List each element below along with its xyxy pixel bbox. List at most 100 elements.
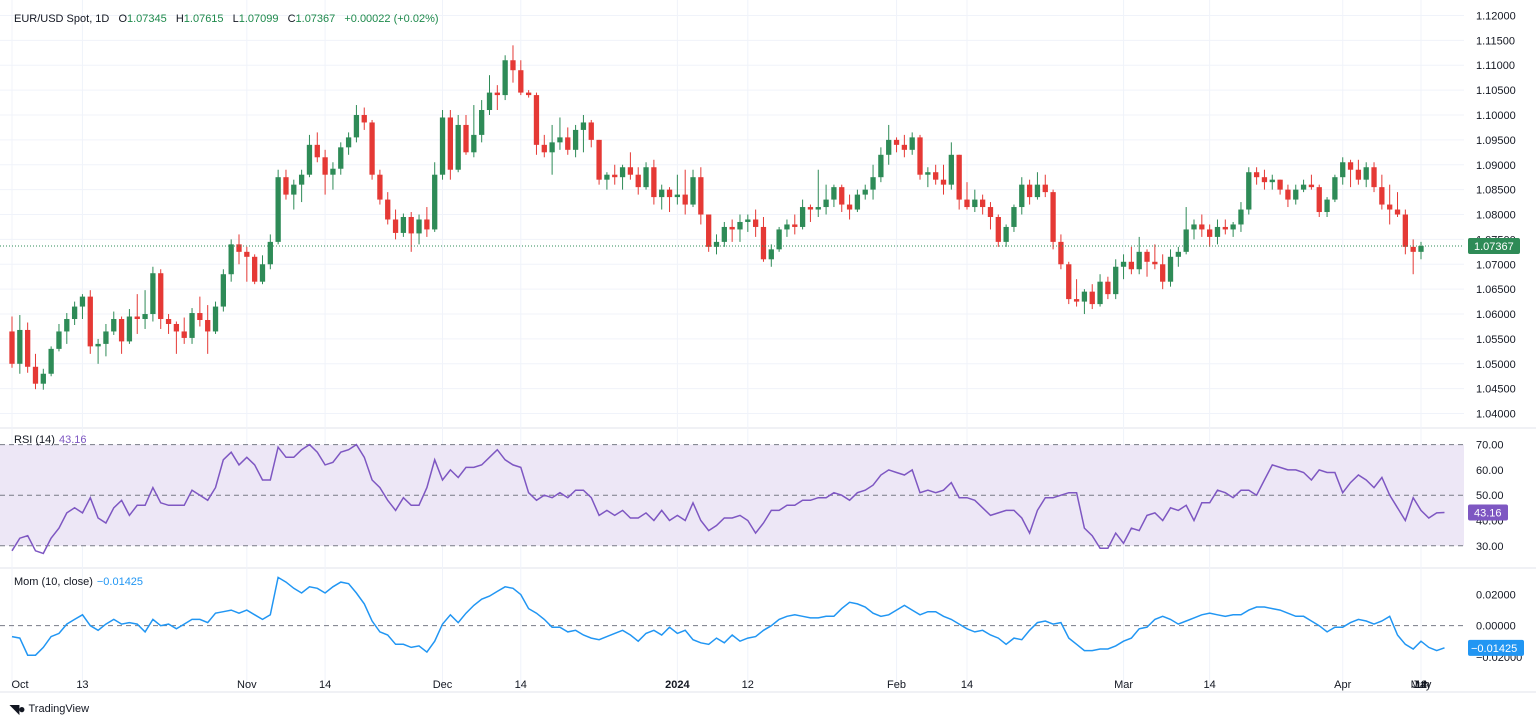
candle-body	[1246, 172, 1252, 210]
candle-body	[1081, 291, 1088, 302]
candle-body	[1003, 226, 1009, 242]
candle-body	[565, 137, 571, 150]
candle-body	[71, 306, 78, 320]
price-tick-label: 1.12000	[1476, 10, 1516, 22]
candle-body	[1144, 251, 1150, 262]
rsi-value: 43.16	[58, 434, 87, 446]
candle-body	[1160, 264, 1166, 282]
last-price-badge	[1468, 238, 1520, 255]
mom-last-badge	[1468, 639, 1524, 656]
candle-body	[103, 331, 109, 344]
candle-body	[463, 124, 469, 153]
candle-body	[118, 319, 125, 342]
price-tick-label: 1.05500	[1476, 334, 1516, 346]
candle-body	[17, 329, 23, 364]
candle-body	[1293, 189, 1299, 200]
candle-body	[846, 204, 853, 210]
candle-body	[995, 217, 1001, 242]
candle-body	[252, 256, 258, 282]
high-label: H	[175, 13, 184, 25]
candle-body	[713, 241, 720, 247]
candle-body	[588, 122, 594, 140]
time-tick-label: May	[1411, 679, 1432, 691]
candle-body	[283, 177, 289, 195]
candle-body	[369, 122, 375, 175]
candle-body	[721, 226, 727, 242]
price-tick-label: 1.10500	[1476, 85, 1516, 97]
candle-body	[643, 167, 649, 188]
candle-body	[338, 147, 344, 169]
candle-body	[377, 174, 383, 200]
candle-body	[612, 174, 618, 178]
candle-body	[1167, 256, 1174, 282]
candle-body	[1113, 266, 1119, 295]
candle-body	[40, 373, 46, 384]
candle-body	[1277, 179, 1283, 190]
candle-body	[823, 199, 829, 208]
rsi-tick-label: 60.00	[1476, 465, 1504, 477]
brand-label: TradingView	[28, 703, 90, 715]
candle-body	[651, 167, 657, 198]
candle-body	[1066, 264, 1072, 300]
candle-body	[956, 154, 962, 200]
time-tick-label: 13	[76, 679, 88, 691]
price-tick-label: 1.11000	[1476, 60, 1515, 72]
price-tick-label: 1.04500	[1476, 384, 1516, 396]
candle-body	[979, 199, 986, 208]
candle-body	[1073, 299, 1080, 302]
candle-body	[729, 226, 735, 230]
candle-body	[408, 217, 414, 234]
candle-body	[940, 179, 947, 185]
candle-body	[9, 331, 15, 364]
candle-body	[1050, 192, 1056, 242]
mom-tick-label: 0.00000	[1476, 621, 1516, 633]
candle-body	[298, 174, 305, 185]
candle-body	[1332, 177, 1338, 200]
candle-body	[142, 314, 148, 320]
price-axis: 1.12000 1.11500 1.11000 1.10500 1.10000 1.095…	[0, 10, 1520, 421]
time-tick-label: 14	[1204, 679, 1216, 691]
candle-body	[964, 199, 970, 208]
candle-body	[314, 144, 320, 158]
last-price-label: 1.07367	[1474, 241, 1514, 253]
candle-body	[197, 313, 203, 321]
candle-body	[385, 199, 391, 220]
candle-body	[1238, 209, 1244, 225]
rsi-tick-label: 50.00	[1476, 490, 1504, 502]
candle-body	[1261, 177, 1268, 183]
price-tick-label: 1.11500	[1476, 35, 1515, 47]
chart-header: EUR/USD Spot, 1D O1.07345 H1.07615 L1.07…	[14, 13, 439, 25]
time-tick-label: Jun	[1412, 679, 1430, 691]
candle-body	[596, 139, 602, 180]
candle-body	[1026, 184, 1033, 198]
candle-body	[345, 137, 352, 148]
candle-body	[424, 219, 430, 230]
mom-line	[11, 576, 1445, 656]
price-tick-label: 1.05000	[1476, 359, 1516, 371]
candle-body	[353, 114, 360, 138]
candle-body	[1347, 162, 1354, 170]
candle-body	[455, 124, 461, 170]
price-grid	[0, 0, 1536, 693]
candle-body	[768, 249, 774, 260]
candle-body	[87, 296, 93, 347]
candle-body	[1230, 224, 1236, 230]
candle-body	[674, 194, 681, 198]
time-tick-label: 12	[1415, 679, 1427, 691]
candle-body	[1410, 246, 1416, 252]
candle-body	[619, 167, 626, 178]
candle-body	[580, 122, 587, 130]
candle-body	[236, 244, 242, 252]
candle-body	[479, 110, 485, 135]
candle-body	[1379, 187, 1385, 205]
time-tick-label: 14	[515, 679, 527, 691]
candle-body	[306, 144, 313, 175]
candle-body	[948, 154, 954, 185]
tradingview-brand[interactable]: ◥● TradingView	[10, 702, 89, 716]
candle-body	[259, 264, 266, 282]
time-tick-label: 14	[961, 679, 973, 691]
candle-body	[392, 219, 399, 233]
candle-body	[1128, 261, 1135, 270]
